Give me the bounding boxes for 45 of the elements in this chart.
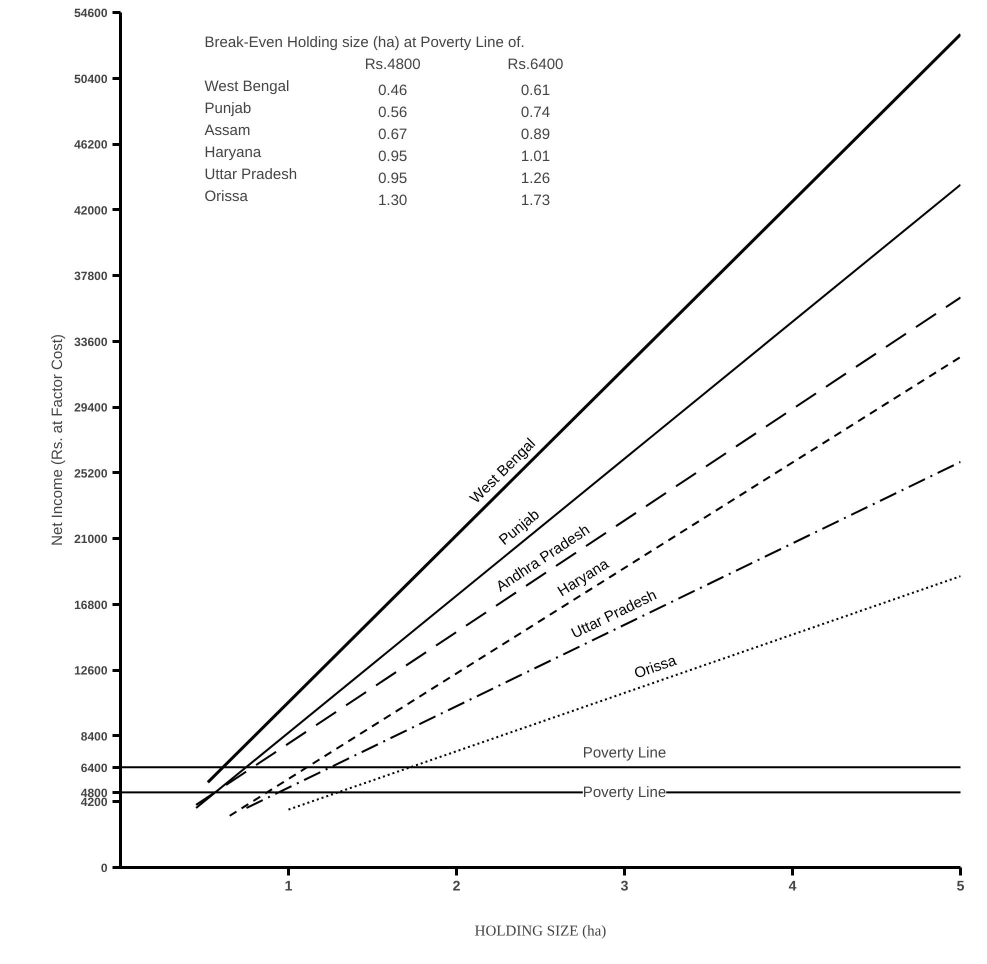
annotation: 0.46: [378, 82, 408, 99]
x-tick-label: 5: [956, 878, 965, 894]
ref-line-label: Poverty Line: [582, 784, 666, 801]
y-tick-label: 50400: [74, 72, 108, 86]
annotation: Assam: [204, 122, 250, 139]
annotation: 0.67: [378, 126, 408, 143]
annotation: West Bengal: [204, 78, 290, 95]
y-tick-label: 42000: [74, 203, 108, 218]
y-tick-label: 29400: [74, 400, 108, 415]
y-tick-label: 21000: [74, 532, 108, 546]
y-tick-label: 37800: [74, 269, 108, 284]
x-tick-label: 3: [620, 878, 629, 894]
y-tick-label: 0: [100, 861, 108, 875]
annotation: 1.26: [520, 170, 550, 187]
y-tick-label: 33600: [74, 334, 108, 349]
y-tick-label: 6400: [80, 760, 108, 775]
annotation: 1.01: [520, 148, 550, 165]
ref-line-label: Poverty Line: [582, 744, 666, 762]
annotation: Rs.4800: [364, 56, 421, 73]
x-axis-title: HOLDING SIZE (ha): [474, 924, 606, 940]
y-tick-label: 8400: [80, 729, 108, 744]
x-tick-label: 2: [452, 878, 461, 894]
annotation: 0.95: [378, 148, 408, 165]
annotation: 1.73: [520, 192, 550, 209]
annotation: 1.30: [378, 192, 408, 209]
annotation: 0.56: [378, 104, 408, 121]
annotation: Haryana: [204, 144, 262, 161]
annotation: Uttar Pradesh: [204, 166, 298, 183]
x-tick-label: 4: [788, 878, 797, 894]
annotation: 0.89: [520, 126, 550, 143]
annotation: 0.61: [520, 82, 550, 99]
y-tick-label: 16800: [74, 598, 108, 612]
annotation: Rs.6400: [508, 56, 564, 73]
annotation: 0.74: [520, 104, 550, 121]
annotation: Punjab: [204, 100, 252, 117]
annotation: Break-Even Holding size (ha) at Poverty Line of.: [204, 34, 525, 51]
y-tick-label: 54600: [74, 6, 108, 20]
text: Orissa: [632, 652, 680, 682]
y-tick-label: 46200: [74, 138, 108, 152]
annotation: 0.95: [378, 170, 408, 187]
annotation: Orissa: [204, 188, 248, 205]
y-axis-title: Net Income (Rs. at Factor Cost): [49, 334, 66, 546]
x-tick-label: 1: [284, 878, 293, 894]
y-tick-label: 12600: [74, 664, 108, 678]
y-tick-label: 25200: [74, 466, 108, 480]
